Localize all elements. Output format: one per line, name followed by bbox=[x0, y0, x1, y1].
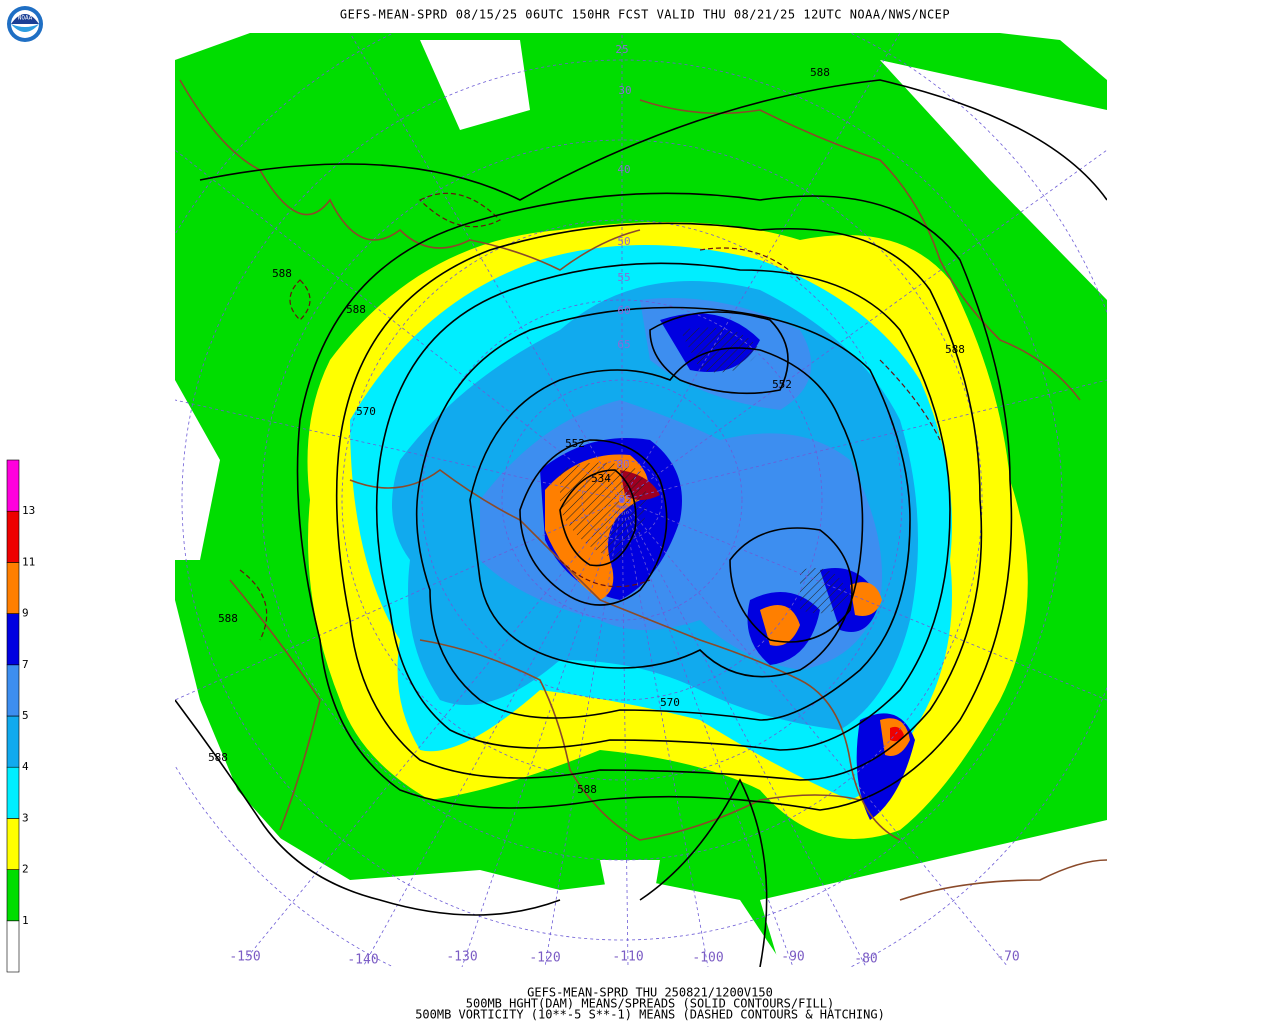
colorbar-label: 7 bbox=[22, 658, 29, 671]
colorbar-segment bbox=[6, 920, 20, 973]
longitude-label: -120 bbox=[529, 951, 560, 966]
colorbar-segment bbox=[6, 715, 20, 768]
contour-label: 552 bbox=[565, 437, 585, 450]
vorticity-hatching bbox=[560, 327, 850, 614]
coastline bbox=[179, 79, 1107, 901]
colorbar-segment bbox=[6, 869, 20, 922]
contour-labels: 588 588 588 588 588 588 588 570 570 552 552 534 bbox=[208, 66, 965, 796]
spread-fill-white bbox=[175, 40, 1107, 967]
colorbar-label: 11 bbox=[22, 555, 35, 568]
colorbar-segment bbox=[6, 613, 20, 666]
longitude-label: -150 bbox=[229, 950, 260, 965]
colorbar-segment bbox=[6, 562, 20, 614]
longitude-label: -100 bbox=[692, 951, 723, 966]
colorbar-segment bbox=[6, 459, 20, 512]
colorbar-label: 13 bbox=[22, 504, 35, 517]
latitude-labels: 25 30 40 50 55 60 65 80 85 bbox=[615, 43, 631, 506]
contour-label: 588 bbox=[272, 267, 292, 280]
latitude-label: 80 bbox=[616, 458, 629, 471]
longitude-label: -130 bbox=[446, 950, 477, 965]
logo-text: NOAA bbox=[18, 15, 33, 22]
contour-label: 588 bbox=[577, 783, 597, 796]
latitude-label: 50 bbox=[617, 235, 630, 248]
colorbar-segment bbox=[6, 766, 20, 819]
contour-label: 588 bbox=[945, 343, 965, 356]
footer: GEFS-MEAN-SPRD THU 250821/1200V150500MB … bbox=[415, 986, 885, 1022]
colorbar-label: 1 bbox=[22, 914, 29, 927]
latitude-label: 25 bbox=[615, 43, 628, 56]
latitude-label: 55 bbox=[617, 271, 630, 284]
longitude-label: -70 bbox=[996, 950, 1019, 965]
vorticity-contour bbox=[239, 192, 941, 641]
map-title: GEFS-MEAN-SPRD 08/15/25 06UTC 150HR FCST… bbox=[340, 8, 950, 22]
longitude-label: -90 bbox=[781, 950, 804, 965]
contour-label: 588 bbox=[218, 612, 238, 625]
colorbar-label: 5 bbox=[22, 709, 29, 722]
contour-label: 588 bbox=[810, 66, 830, 79]
noaa-logo: NOAA bbox=[7, 6, 43, 42]
latitude-label: 30 bbox=[618, 84, 631, 97]
colorbar-segment bbox=[6, 510, 20, 563]
colorbar-segment bbox=[6, 818, 20, 870]
contour-label: 588 bbox=[346, 303, 366, 316]
contour-label: 588 bbox=[208, 751, 228, 764]
contour-label: 570 bbox=[660, 696, 680, 709]
map bbox=[175, 33, 1107, 967]
contour-label: 534 bbox=[591, 472, 611, 485]
colorbar: 1 2 3 4 5 7 9 11 13 bbox=[6, 459, 35, 973]
longitude-label: -110 bbox=[612, 950, 643, 965]
latitude-label: 40 bbox=[617, 163, 630, 176]
colorbar-label: 3 bbox=[22, 811, 29, 824]
latitude-label: 65 bbox=[617, 338, 630, 351]
footer-line: 500MB HGHT(DAM) MEANS/SPREADS (SOLID CON… bbox=[466, 997, 834, 1011]
longitude-label: -80 bbox=[854, 952, 877, 967]
longitude-label: -140 bbox=[347, 953, 378, 968]
longitude-labels: -150 -140 -130 -120 -110 -100 -90 -80 -70 bbox=[229, 950, 1019, 968]
graticule bbox=[175, 33, 1107, 967]
contour-label: 570 bbox=[356, 405, 376, 418]
latitude-label: 60 bbox=[617, 304, 630, 317]
contour-label: 552 bbox=[772, 378, 792, 391]
colorbar-label: 9 bbox=[22, 607, 29, 620]
latitude-label: 85 bbox=[618, 493, 631, 506]
spread-fill-blue bbox=[540, 313, 915, 820]
footer-line: 500MB VORTICITY (10**-5 S**-1) MEANS (DA… bbox=[415, 1008, 885, 1022]
colorbar-label: 4 bbox=[22, 760, 29, 773]
spread-fill-red bbox=[890, 726, 904, 742]
height-contours bbox=[175, 79, 1107, 967]
colorbar-segment bbox=[6, 664, 20, 717]
colorbar-label: 2 bbox=[22, 863, 29, 876]
footer-line: GEFS-MEAN-SPRD THU 250821/1200V150 bbox=[527, 986, 773, 1000]
